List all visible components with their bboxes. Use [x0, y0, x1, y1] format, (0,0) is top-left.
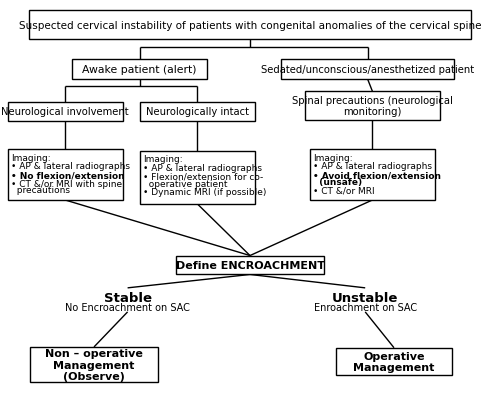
Text: Operative
Management: Operative Management: [354, 351, 434, 373]
Text: Spinal precautions (neurological
monitoring): Spinal precautions (neurological monitor…: [292, 95, 453, 117]
Text: Imaging:: Imaging:: [11, 153, 51, 162]
FancyBboxPatch shape: [140, 103, 255, 122]
FancyBboxPatch shape: [8, 150, 123, 200]
Text: Enroachment on SAC: Enroachment on SAC: [314, 302, 417, 312]
Text: Define ENCROACHMENT: Define ENCROACHMENT: [176, 260, 324, 270]
Text: • No flexion/extension: • No flexion/extension: [11, 171, 124, 180]
Text: Suspected cervical instability of patients with congenital anomalies of the cerv: Suspected cervical instability of patien…: [19, 20, 481, 30]
FancyBboxPatch shape: [305, 92, 440, 120]
Text: • Flexion/extension for co-: • Flexion/extension for co-: [143, 172, 263, 181]
Text: • CT &/or MRI: • CT &/or MRI: [314, 186, 375, 195]
Text: (unsafe): (unsafe): [314, 177, 362, 186]
FancyBboxPatch shape: [140, 151, 255, 204]
FancyBboxPatch shape: [72, 60, 207, 80]
Text: • AP & lateral radiographs: • AP & lateral radiographs: [314, 162, 432, 171]
Text: • AP & lateral radiographs: • AP & lateral radiographs: [143, 164, 262, 173]
Text: Imaging:: Imaging:: [314, 153, 353, 162]
Text: Non – operative
Management
(Observe): Non – operative Management (Observe): [45, 348, 143, 381]
Text: • CT &/or MRI with spine: • CT &/or MRI with spine: [11, 179, 122, 188]
Text: • Avoid flexion/extension: • Avoid flexion/extension: [314, 171, 442, 180]
Text: • Dynamic MRI (if possible): • Dynamic MRI (if possible): [143, 188, 266, 197]
Text: Imaging:: Imaging:: [143, 155, 182, 164]
Text: operative patient: operative patient: [143, 179, 228, 188]
Text: No Encroachment on SAC: No Encroachment on SAC: [65, 302, 190, 312]
Text: • AP & lateral radiographs: • AP & lateral radiographs: [11, 162, 130, 171]
Text: Awake patient (alert): Awake patient (alert): [82, 65, 197, 75]
FancyBboxPatch shape: [29, 11, 471, 41]
Text: Neurologically intact: Neurologically intact: [146, 107, 248, 117]
FancyBboxPatch shape: [310, 150, 435, 200]
Text: Stable: Stable: [104, 292, 152, 304]
Text: Unstable: Unstable: [332, 292, 398, 304]
Text: Sedated/unconscious/anesthetized patient: Sedated/unconscious/anesthetized patient: [261, 65, 474, 75]
FancyBboxPatch shape: [176, 256, 324, 275]
FancyBboxPatch shape: [8, 103, 123, 122]
FancyBboxPatch shape: [336, 348, 452, 375]
FancyBboxPatch shape: [281, 60, 454, 80]
Text: precautions: precautions: [11, 186, 70, 195]
FancyBboxPatch shape: [30, 347, 158, 383]
Text: Neurological involvement: Neurological involvement: [2, 107, 129, 117]
